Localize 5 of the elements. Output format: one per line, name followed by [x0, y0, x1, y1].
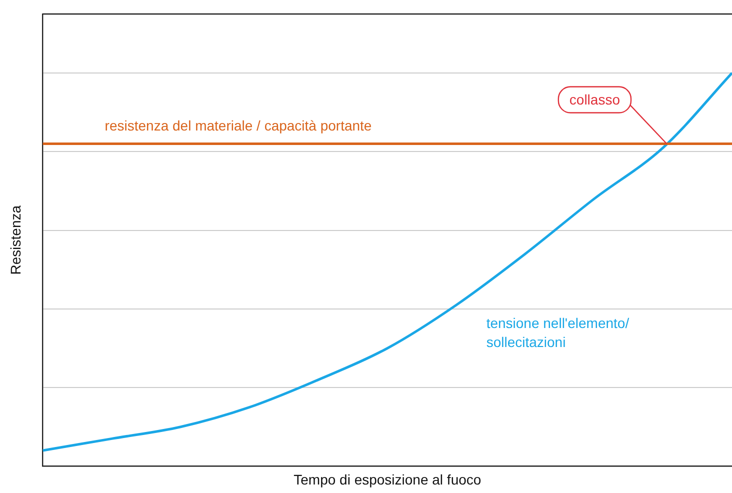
annotation: collasso	[569, 92, 620, 108]
y-axis-title: Resistenza	[7, 205, 24, 275]
x-axis-title: Tempo di esposizione al fuoco	[294, 471, 482, 488]
ref-line-label: resistenza del materiale / capacità portante	[104, 118, 372, 134]
series-label: tensione nell'elemento/ sollecitazioni	[486, 314, 630, 350]
